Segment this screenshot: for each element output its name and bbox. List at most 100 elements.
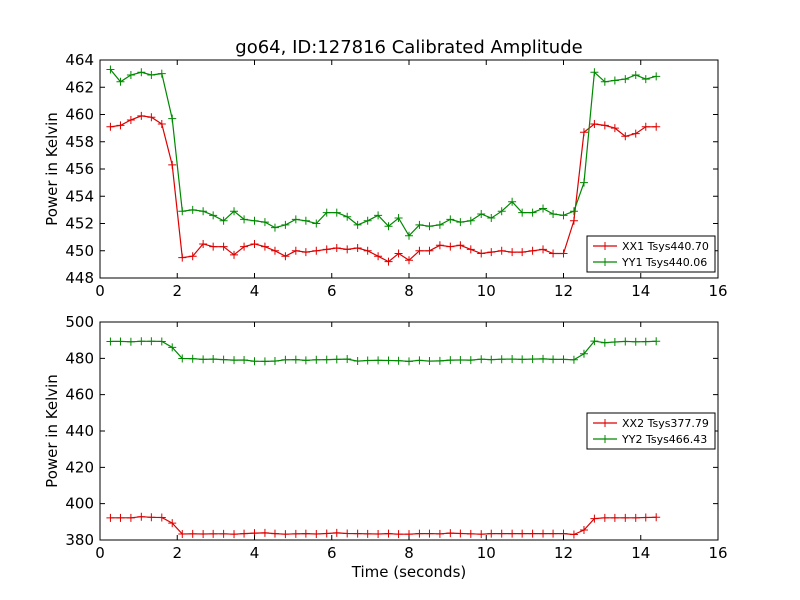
y-tick-label-0-5: 458	[65, 133, 94, 151]
data-point-1-0-22	[332, 528, 341, 537]
data-point-0-1-42	[539, 204, 548, 213]
data-point-0-1-31	[425, 222, 434, 231]
y-tick-label-1-2: 420	[65, 458, 94, 476]
data-point-1-1-17	[281, 355, 290, 364]
data-point-1-1-31	[425, 357, 434, 366]
y-tick-label-0-4: 456	[65, 160, 94, 178]
data-point-1-0-41	[528, 529, 537, 538]
data-point-1-1-38	[497, 355, 506, 364]
data-point-0-0-26	[374, 252, 383, 261]
data-point-0-1-21	[322, 208, 331, 217]
data-point-0-0-39	[508, 248, 517, 257]
y-tick-label-1-0: 380	[65, 531, 94, 549]
data-point-1-0-9	[199, 530, 208, 539]
data-point-1-1-3	[137, 337, 146, 346]
y-tick-label-1-5: 480	[65, 349, 94, 367]
data-point-0-0-13	[240, 242, 249, 251]
data-point-0-0-46	[579, 128, 588, 137]
data-point-1-0-4	[147, 513, 156, 522]
data-point-0-0-18	[291, 246, 300, 255]
y-tick-label-0-7: 462	[65, 78, 94, 96]
x-tick-label-1-8: 16	[708, 544, 727, 562]
data-point-0-1-26	[374, 211, 383, 220]
data-point-0-0-32	[435, 241, 444, 250]
x-tick-label-1-5: 10	[477, 544, 496, 562]
data-point-0-0-5	[157, 120, 166, 129]
data-point-0-1-14	[250, 216, 259, 225]
bottom-panel: 0 2 4 6 8 10 12 14 16 380 400 420 440 460 480 500 Power …	[43, 313, 728, 581]
data-point-1-1-30	[415, 356, 424, 365]
legend-label-1-1: YY2 Tsys466.43	[621, 433, 707, 446]
data-point-0-0-51	[631, 129, 640, 138]
data-point-1-1-15	[260, 357, 269, 366]
y-tick-label-1-1: 400	[65, 495, 94, 513]
y-tick-label-0-1: 450	[65, 242, 94, 260]
data-point-0-1-15	[260, 218, 269, 227]
data-point-1-1-21	[322, 355, 331, 364]
data-point-0-0-3	[137, 111, 146, 120]
data-point-1-1-4	[147, 337, 156, 346]
data-point-0-1-11	[219, 216, 228, 225]
data-point-0-0-24	[353, 244, 362, 253]
data-point-0-0-43	[549, 249, 558, 258]
data-point-0-1-4	[147, 70, 156, 79]
data-point-0-0-45	[569, 216, 578, 225]
data-point-1-1-40	[518, 355, 527, 364]
data-point-0-1-20	[312, 219, 321, 228]
data-point-0-1-30	[415, 220, 424, 229]
data-point-0-0-22	[332, 244, 341, 253]
data-point-0-0-53	[652, 122, 661, 131]
data-point-0-1-32	[435, 220, 444, 229]
data-point-1-0-1	[116, 513, 125, 522]
data-point-0-1-38	[497, 207, 506, 216]
data-point-0-0-2	[126, 115, 135, 124]
data-point-0-1-8	[188, 205, 197, 214]
data-point-0-0-35	[466, 245, 475, 254]
data-point-1-1-1	[116, 337, 125, 346]
data-point-0-1-17	[281, 220, 290, 229]
data-point-1-0-42	[539, 529, 548, 538]
data-point-0-0-52	[641, 122, 650, 131]
data-point-0-0-17	[281, 252, 290, 261]
legend-marker-1-1	[601, 435, 609, 443]
data-point-1-1-28	[394, 356, 403, 365]
data-point-0-1-9	[199, 207, 208, 216]
data-point-0-0-31	[425, 246, 434, 255]
data-point-1-0-21	[322, 529, 331, 538]
data-point-0-0-41	[528, 246, 537, 255]
data-point-0-0-16	[270, 246, 279, 255]
x-tick-label-1-3: 6	[327, 544, 337, 562]
data-point-0-1-22	[332, 208, 341, 217]
data-point-1-1-29	[405, 357, 413, 366]
series-line-0-0	[110, 115, 657, 263]
data-point-1-1-50	[621, 337, 630, 346]
data-point-0-0-44	[559, 249, 568, 258]
data-point-1-0-39	[508, 529, 517, 538]
data-point-0-1-44	[559, 211, 568, 220]
data-point-1-1-12	[230, 356, 239, 365]
data-point-1-0-52	[641, 513, 650, 522]
data-point-1-1-32	[435, 356, 444, 365]
data-point-0-0-27	[384, 257, 393, 266]
data-point-1-1-33	[446, 356, 455, 365]
data-point-1-0-35	[466, 529, 475, 538]
data-point-0-0-48	[600, 121, 609, 130]
data-point-1-0-15	[260, 528, 269, 537]
data-point-0-1-0	[106, 65, 115, 74]
data-point-0-1-25	[363, 216, 372, 225]
data-point-1-1-45	[569, 355, 578, 364]
data-point-0-0-34	[456, 241, 465, 250]
data-point-0-0-0	[106, 122, 115, 131]
data-point-1-0-40	[518, 529, 527, 538]
data-point-0-1-7	[178, 207, 187, 216]
x-tick-label-0-8: 16	[708, 282, 727, 300]
data-point-0-1-29	[405, 231, 413, 240]
data-point-1-0-30	[415, 529, 424, 538]
legend-1: XX2 Tsys377.79 YY2 Tsys466.43	[586, 412, 716, 450]
data-point-1-0-10	[209, 529, 218, 538]
data-point-1-0-24	[353, 529, 362, 538]
data-point-0-0-38	[497, 246, 506, 255]
data-point-0-0-10	[209, 242, 218, 251]
data-point-0-1-23	[343, 212, 352, 221]
data-point-1-0-18	[291, 529, 300, 538]
